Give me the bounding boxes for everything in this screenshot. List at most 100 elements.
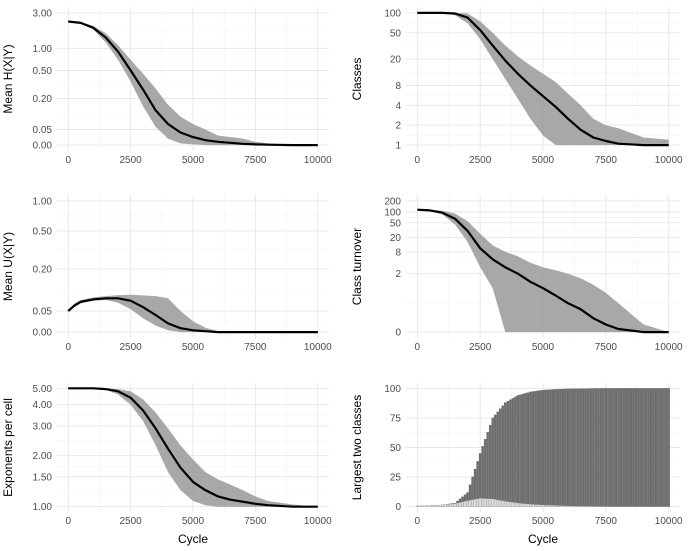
bar-second-class <box>438 505 442 507</box>
y-tick-label: 0.05 <box>33 125 53 136</box>
bar-largest-class <box>481 446 484 507</box>
bar-largest-class <box>576 388 580 507</box>
y-tick-label: 0.20 <box>33 264 53 275</box>
bar-largest-class <box>614 388 618 507</box>
bar-largest-class <box>637 388 640 507</box>
bar-largest-class <box>546 389 550 507</box>
bar-second-class <box>456 503 459 507</box>
y-tick-label: 0.20 <box>33 94 53 105</box>
bar-second-class <box>536 504 540 507</box>
bar-second-class <box>441 504 444 507</box>
bar-largest-class <box>619 388 623 507</box>
bar-largest-class <box>589 388 592 507</box>
y-axis-label: Largest two classes <box>350 395 364 500</box>
bar-second-class <box>541 505 545 507</box>
bar-second-class <box>484 498 487 507</box>
bar-second-class <box>471 499 474 507</box>
bar-second-class <box>534 504 537 507</box>
y-tick-label: 8 <box>395 247 401 258</box>
y-axis-label: Exponents per cell <box>1 398 15 497</box>
bar-second-class <box>496 499 499 507</box>
y-tick-label: 1.50 <box>33 472 53 483</box>
bar-second-class <box>428 505 432 507</box>
bar-largest-class <box>571 388 575 507</box>
x-axis-label: Cycle <box>178 532 208 546</box>
bar-largest-class <box>632 388 635 507</box>
x-tick-label: 7500 <box>244 516 267 527</box>
bar-largest-class <box>509 399 512 507</box>
bar-second-class <box>489 498 492 507</box>
bar-second-class <box>529 504 532 507</box>
bar-largest-class <box>554 389 557 507</box>
bar-second-class <box>579 506 582 507</box>
x-tick-label: 2500 <box>119 516 142 527</box>
x-tick-label: 0 <box>415 155 421 166</box>
mean-line <box>68 387 318 508</box>
x-tick-label: 2500 <box>469 155 492 166</box>
bar-largest-class <box>642 388 645 507</box>
bar-largest-class <box>639 388 643 507</box>
bar-largest-class <box>607 388 610 507</box>
bar-second-class <box>572 506 575 507</box>
bar-largest-class <box>599 388 603 507</box>
x-tick-label: 2500 <box>469 516 492 527</box>
bar-largest-class <box>549 389 552 507</box>
bar-second-class <box>574 506 577 507</box>
bar-second-class <box>526 504 530 507</box>
bar-largest-class <box>488 424 492 507</box>
x-axis-label: Cycle <box>528 532 558 546</box>
confidence-band <box>417 209 669 333</box>
bar-largest-class <box>597 388 600 507</box>
bar-second-class <box>433 505 437 507</box>
bar-second-class <box>551 505 555 507</box>
bar-largest-class <box>516 395 520 507</box>
bar-largest-class <box>524 393 527 507</box>
bar-second-class <box>511 502 514 507</box>
confidence-band <box>68 294 318 333</box>
bar-largest-class <box>486 432 489 507</box>
bar-second-class <box>416 505 419 507</box>
panel-p1: 0 2500 5000 7500 10000 0.00 0.05 0.20 0.50 1.00 3.… <box>1 7 332 166</box>
x-tick-label: 7500 <box>595 516 618 527</box>
bar-largest-class <box>609 388 613 507</box>
bar-second-class <box>506 501 509 507</box>
x-tick-label: 0 <box>415 516 421 527</box>
y-axis-label: Classes <box>350 58 364 101</box>
bar-largest-class <box>569 388 572 507</box>
panel-p5: 0 2500 5000 7500 10000 1.00 1.50 2.00 3.00 4.00 5.… <box>1 383 332 546</box>
bar-largest-class <box>526 392 530 507</box>
bar-largest-class <box>622 388 625 507</box>
confidence-band <box>417 12 669 146</box>
x-tick-label: 0 <box>65 155 71 166</box>
y-tick-label: 0 <box>395 502 401 513</box>
bar-second-class <box>569 505 572 507</box>
bar-second-class <box>446 504 449 507</box>
y-tick-label: 1 <box>395 141 401 152</box>
bar-second-class <box>451 503 454 507</box>
y-tick-label: 100 <box>384 207 401 218</box>
bar-second-class <box>559 505 562 507</box>
y-tick-label: 2 <box>395 269 401 280</box>
x-tick-label: 5000 <box>532 155 555 166</box>
bar-second-class <box>476 498 479 507</box>
bar-second-class <box>546 505 550 507</box>
y-tick-label: 0.00 <box>33 141 53 152</box>
bar-largest-class <box>501 405 505 507</box>
bar-second-class <box>504 501 507 507</box>
bar-second-class <box>519 503 522 507</box>
y-tick-label: 20 <box>390 55 402 66</box>
x-tick-label: 5000 <box>182 155 205 166</box>
y-tick-label: 50 <box>390 218 402 229</box>
y-tick-label: 0 <box>395 328 401 339</box>
bar-second-class <box>514 502 517 507</box>
mean-line <box>67 297 318 334</box>
y-tick-label: 0.50 <box>33 66 53 77</box>
y-axis-label: Mean U(X|Y) <box>1 232 15 301</box>
y-tick-label: 200 <box>384 196 401 207</box>
bar-largest-class <box>504 402 507 507</box>
x-tick-label: 5000 <box>182 516 205 527</box>
bar-second-class <box>473 499 477 507</box>
y-tick-label: 2 <box>395 121 401 132</box>
bar-second-class <box>436 505 439 507</box>
bar-largest-class <box>529 391 532 507</box>
